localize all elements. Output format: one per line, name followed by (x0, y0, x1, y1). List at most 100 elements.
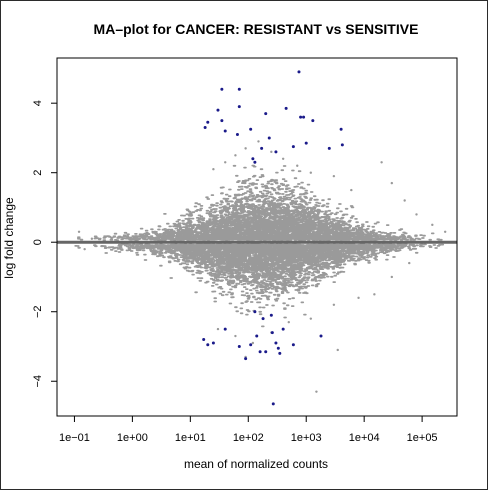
significant-point (258, 350, 262, 354)
significant-point (249, 127, 253, 131)
x-tick-label: 1e−01 (59, 432, 90, 444)
significant-point (237, 87, 241, 91)
significant-point (223, 327, 227, 331)
x-tick-label: 1e+02 (233, 432, 264, 444)
data-point (390, 181, 394, 185)
y-axis-label: log fold change (2, 197, 16, 279)
data-point (373, 293, 376, 296)
x-tick-label: 1e+05 (407, 432, 438, 444)
point-cloud (74, 164, 445, 328)
significant-point (260, 146, 264, 150)
data-point (332, 174, 336, 178)
data-point (234, 154, 237, 157)
significant-point (244, 357, 248, 361)
significant-point (264, 112, 268, 116)
significant-point (304, 141, 308, 145)
significant-point (319, 334, 323, 338)
significant-point (291, 343, 295, 347)
significant-point (311, 119, 315, 123)
significant-point (261, 317, 265, 321)
significant-point (281, 327, 285, 331)
significant-point (223, 129, 227, 133)
x-axis-label: mean of normalized counts (184, 457, 328, 471)
x-axis: 1e−01 1e+00 1e+01 1e+02 1e+03 1e+04 1e+05 (59, 415, 438, 444)
significant-point (284, 106, 288, 110)
data-point (431, 223, 434, 227)
significant-point (253, 160, 257, 164)
data-point (257, 140, 260, 143)
x-tick-label: 1e+03 (291, 432, 322, 444)
data-point (380, 161, 383, 164)
data-point (216, 327, 220, 331)
data-point (234, 334, 237, 338)
significant-point (274, 150, 278, 154)
significant-point (297, 70, 301, 74)
y-tick-label: −2 (32, 305, 44, 318)
data-point (212, 168, 215, 171)
x-tick-label: 1e+04 (349, 432, 380, 444)
data-point (336, 348, 339, 352)
y-tick-label: 0 (32, 239, 44, 245)
data-point (415, 213, 418, 216)
significant-point (216, 108, 220, 112)
data-point (408, 261, 411, 265)
data-point (244, 147, 247, 150)
significant-point (202, 338, 206, 342)
significant-point (220, 119, 224, 123)
points-layer (74, 140, 447, 393)
data-point (296, 164, 299, 167)
significant-point (211, 341, 215, 345)
significant-point (255, 334, 259, 338)
significant-point (249, 343, 253, 347)
significant-point (206, 343, 210, 347)
data-point (224, 161, 227, 164)
significant-point (302, 115, 306, 119)
significant-point (264, 350, 268, 354)
data-point (270, 150, 273, 154)
data-point (287, 320, 290, 324)
data-point (443, 230, 447, 233)
significant-point (340, 143, 344, 147)
significant-point (291, 145, 295, 149)
y-axis: −4 −2 0 2 4 (32, 100, 57, 388)
significant-point (339, 127, 343, 131)
data-point (251, 341, 255, 345)
significant-point (253, 310, 257, 314)
data-point (309, 317, 313, 320)
y-tick-label: 2 (32, 170, 44, 176)
significant-point (271, 402, 275, 406)
data-point (309, 171, 313, 174)
data-point (77, 230, 81, 233)
significant-point (235, 132, 239, 136)
significant-point (203, 126, 207, 130)
significant-point (274, 341, 278, 345)
y-tick-label: 4 (32, 100, 44, 106)
y-tick-label: −4 (32, 375, 44, 388)
significant-point (278, 351, 282, 355)
data-point (390, 275, 394, 279)
data-point (350, 188, 353, 192)
chart-title: MA–plot for CANCER: RESISTANT vs SENSITI… (94, 21, 419, 37)
data-point (83, 247, 86, 251)
data-point (332, 303, 336, 306)
significant-points-layer (202, 70, 344, 406)
significant-point (237, 344, 241, 348)
significant-point (237, 105, 241, 109)
data-point (315, 390, 318, 393)
data-point (90, 237, 94, 240)
significant-point (299, 115, 303, 119)
significant-point (276, 346, 280, 350)
significant-point (251, 157, 255, 161)
x-tick-label: 1e+00 (117, 432, 148, 444)
significant-point (269, 313, 273, 317)
significant-point (327, 146, 331, 150)
significant-point (270, 331, 274, 335)
data-point (403, 199, 406, 202)
significant-point (220, 87, 224, 91)
data-point (357, 296, 360, 300)
data-point (281, 157, 285, 160)
significant-point (206, 120, 210, 124)
significant-point (267, 136, 271, 140)
x-tick-label: 1e+01 (175, 432, 206, 444)
